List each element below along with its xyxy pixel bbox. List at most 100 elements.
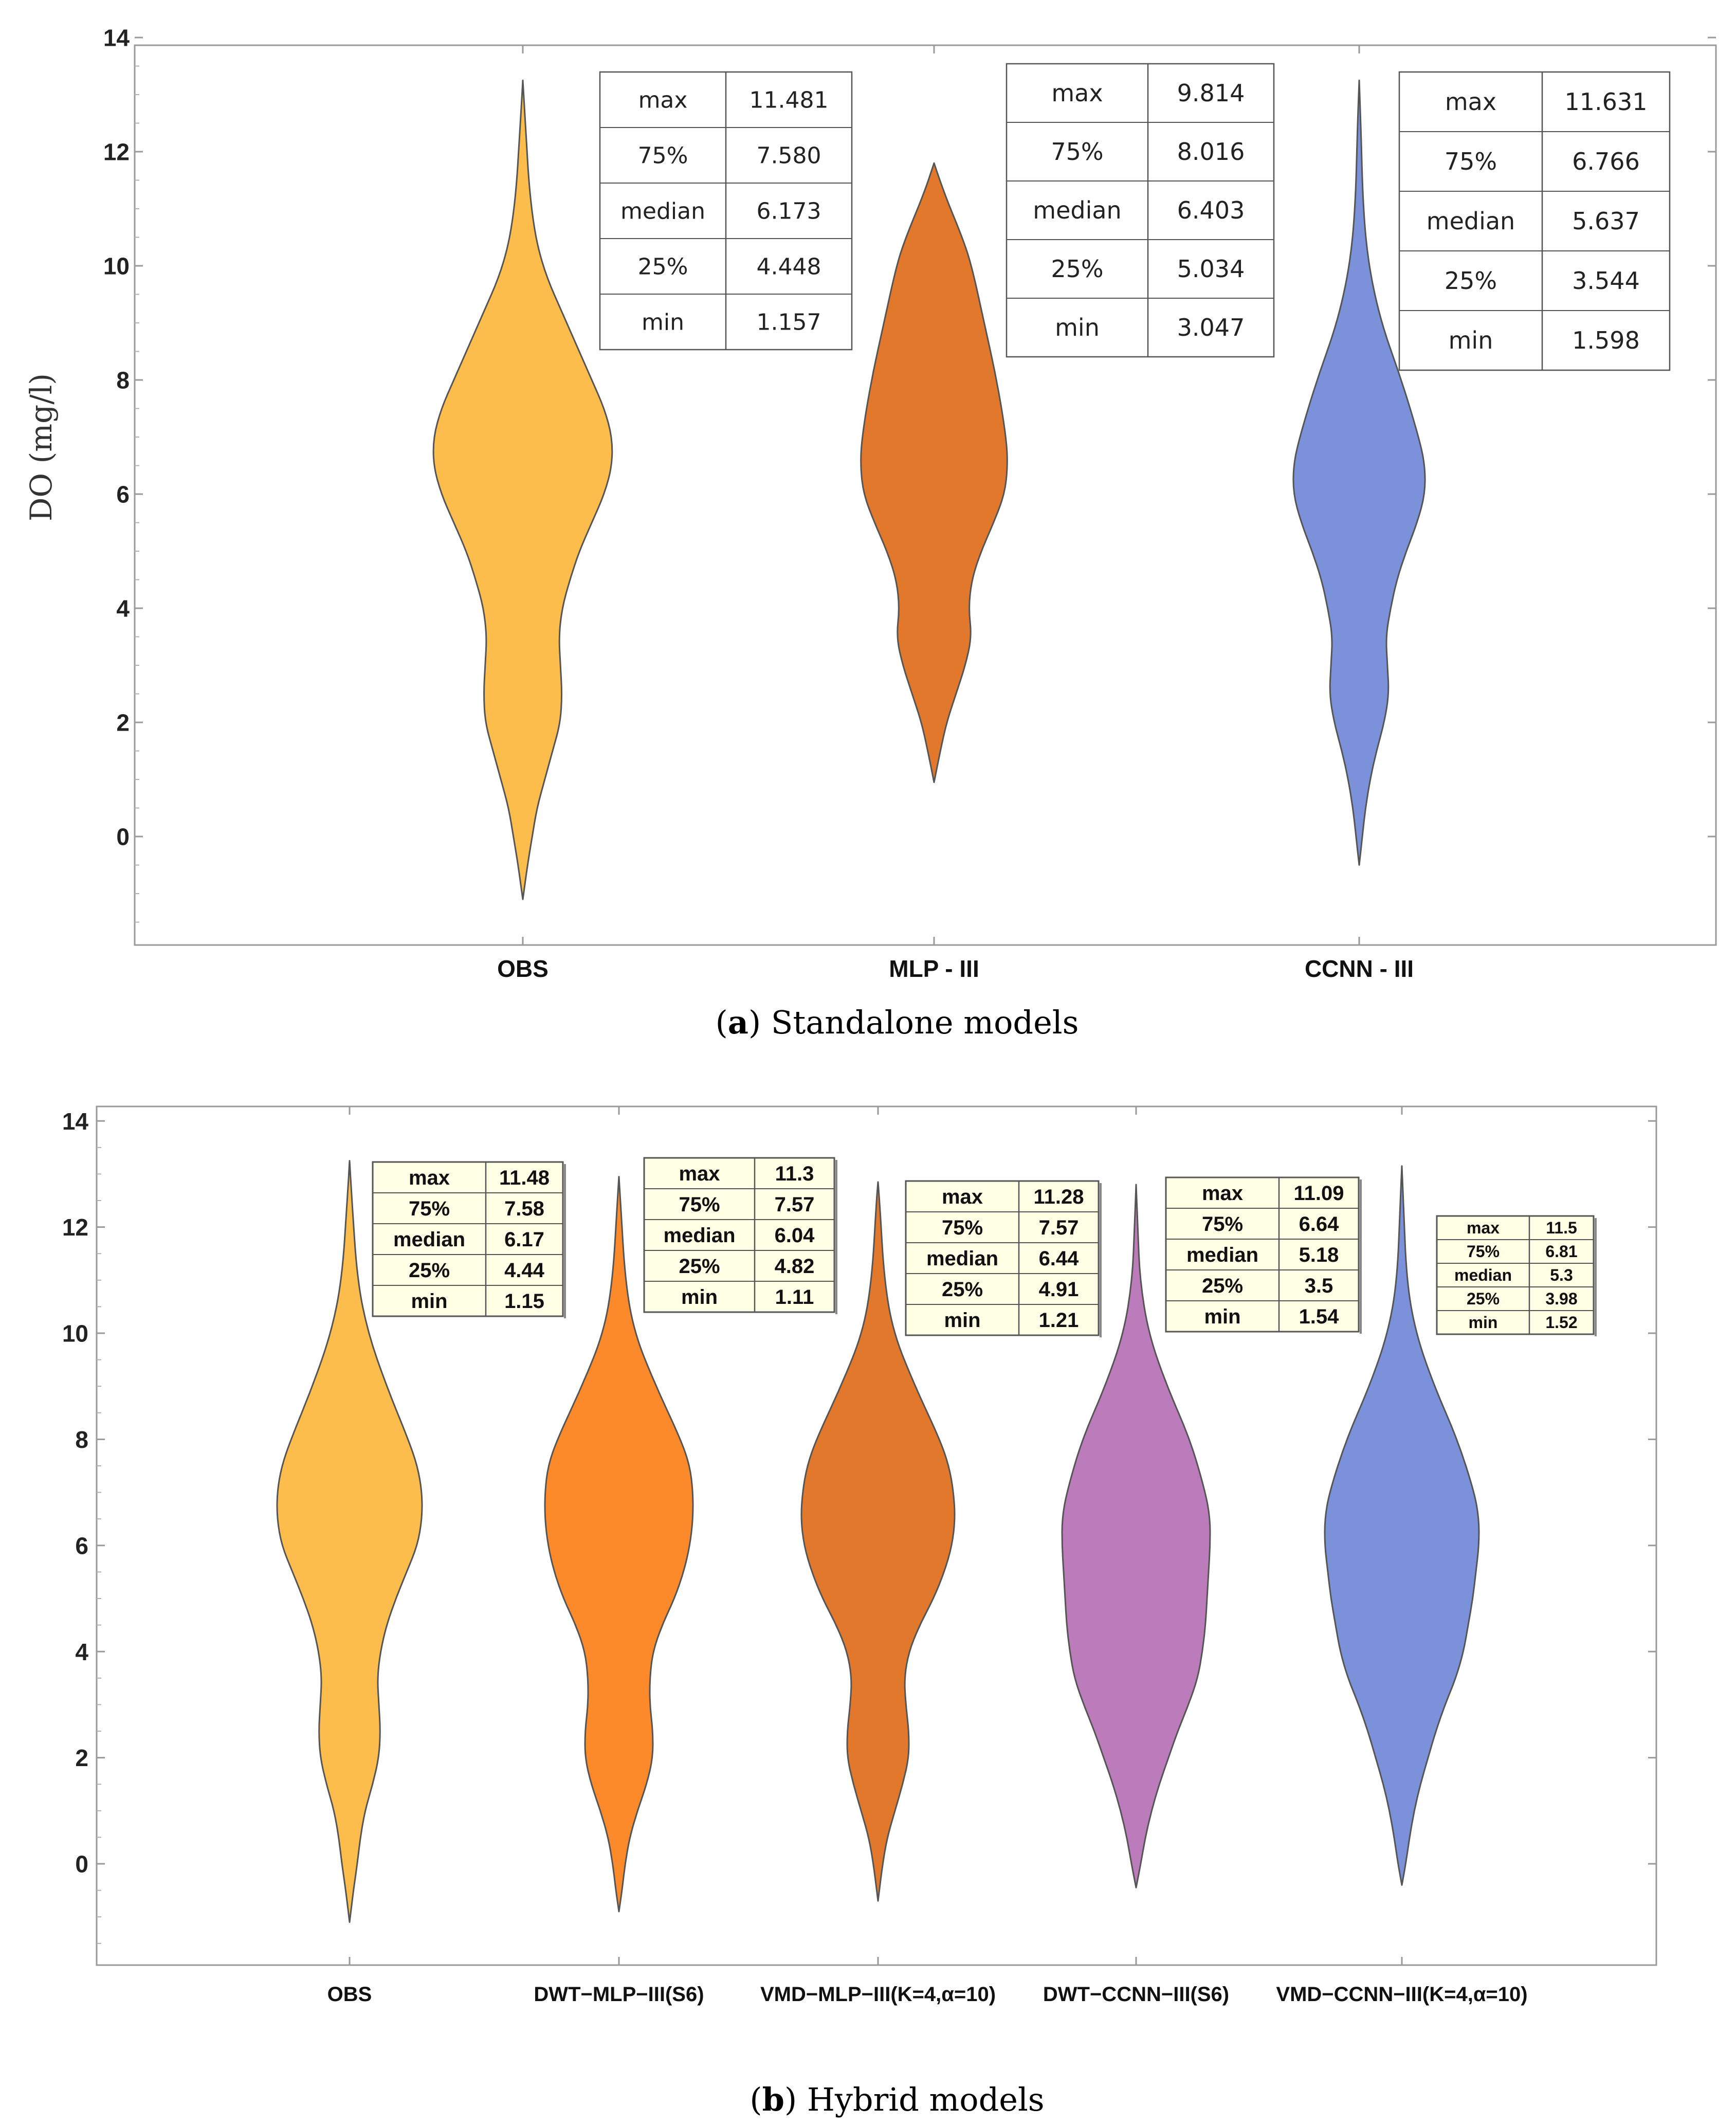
stats-value: 3.98 (1545, 1289, 1577, 1308)
stats-label: median (620, 198, 705, 224)
stats-value: 6.766 (1572, 148, 1640, 175)
x-category-label: CCNN - III (1305, 955, 1414, 982)
stats-label: max (1202, 1182, 1243, 1205)
stats-value: 1.52 (1545, 1313, 1577, 1332)
violin-1-2 (800, 1181, 956, 1902)
stats-value: 5.637 (1572, 207, 1640, 235)
stats-value: 4.448 (757, 253, 821, 280)
stats-table: max 11.5 75% 6.81 median 5.3 25% 3.98 min 1.52 (1436, 1215, 1597, 1336)
stats-value: 6.04 (775, 1224, 815, 1247)
y-tick-label: 12 (62, 1214, 88, 1241)
stats-label: 25% (1445, 267, 1497, 295)
y-tick-label: 10 (103, 253, 130, 280)
stats-value: 3.544 (1572, 267, 1640, 295)
x-category-label: OBS (327, 1983, 372, 2006)
violin-1-1 (544, 1176, 694, 1913)
stats-label: min (1055, 314, 1100, 341)
y-tick-label: 4 (75, 1639, 88, 1665)
stats-label: 75% (1051, 138, 1103, 166)
stats-label: median (1186, 1244, 1258, 1266)
violin-0-2 (1292, 79, 1426, 866)
stats-value: 11.28 (1034, 1186, 1084, 1208)
stats-value: 7.57 (1039, 1216, 1079, 1239)
stats-value: 11.3 (775, 1163, 814, 1185)
caption-text: ) Hybrid models (784, 2081, 1045, 2118)
stats-value: 11.48 (499, 1167, 550, 1189)
plot-frame (134, 44, 1717, 946)
stats-label: 75% (679, 1193, 720, 1216)
y-tick-label: 4 (116, 595, 130, 622)
violin-0-0 (432, 79, 613, 900)
stats-label: median (1427, 207, 1515, 235)
stats-table-box (1165, 1176, 1360, 1333)
stats-value: 6.17 (504, 1228, 544, 1251)
stats-value: 11.631 (1565, 88, 1648, 116)
stats-value: 6.81 (1545, 1242, 1577, 1261)
y-tick-label: 0 (75, 1851, 88, 1878)
stats-label: min (1469, 1313, 1498, 1332)
stats-value: 1.15 (504, 1290, 544, 1313)
stats-label: max (1467, 1219, 1500, 1237)
stats-table-box (372, 1161, 564, 1317)
stats-table: max 9.814 75% 8.016 median 6.403 25% 5.034 min 3.… (1006, 63, 1275, 358)
stats-label: median (926, 1247, 998, 1270)
stats-table: max 11.3 75% 7.57 median 6.04 25% 4.82 min 1.11 (643, 1157, 837, 1314)
stats-value: 6.403 (1177, 196, 1245, 224)
stats-label: median (393, 1228, 465, 1251)
stats-value: 7.57 (775, 1193, 815, 1216)
stats-value: 1.157 (757, 309, 821, 335)
stats-label: max (942, 1186, 983, 1208)
y-tick-label: 8 (116, 367, 130, 394)
stats-label: max (679, 1163, 720, 1185)
panel-b-hybrid-models: 0 2 4 6 8 10 12 14 OBS max 11.48 75% 7.58 median 6.17 2… (62, 1105, 1657, 2118)
stats-label: 75% (409, 1197, 450, 1220)
violin-1-0 (276, 1160, 423, 1923)
stats-value: 6.44 (1039, 1247, 1080, 1270)
x-category-label: DWT−CCNN−III(S6) (1043, 1983, 1229, 2006)
stats-value: 5.18 (1299, 1244, 1339, 1266)
stats-table: max 11.28 75% 7.57 median 6.44 25% 4.91 min 1.21 (905, 1180, 1102, 1337)
stats-label: 25% (1467, 1289, 1500, 1308)
stats-value: 4.44 (504, 1259, 545, 1282)
stats-value: 5.3 (1550, 1266, 1573, 1284)
stats-table-box (1436, 1215, 1595, 1335)
y-tick-label: 14 (62, 1108, 89, 1135)
stats-table-box (905, 1180, 1100, 1336)
stats-value: 1.11 (775, 1286, 814, 1309)
panel-a-standalone-models: 0 2 4 6 8 10 12 14 DO (mg/l) OBS max 11.481 75% 7.580… (24, 25, 1717, 1041)
stats-value: 11.5 (1546, 1219, 1577, 1237)
y-tick-label: 14 (103, 25, 130, 51)
stats-table: max 11.09 75% 6.64 median 5.18 25% 3.5 min 1.54 (1165, 1176, 1362, 1334)
y-tick-label: 12 (103, 139, 130, 166)
stats-value: 3.5 (1305, 1275, 1333, 1297)
stats-label: 25% (1202, 1275, 1243, 1297)
stats-value: 5.034 (1177, 255, 1245, 283)
stats-value: 7.580 (757, 142, 821, 169)
stats-value: 6.173 (757, 198, 821, 224)
y-tick-label: 10 (62, 1320, 88, 1347)
stats-value: 1.21 (1039, 1309, 1079, 1332)
stats-value: 11.09 (1294, 1182, 1344, 1205)
y-tick-label: 0 (116, 824, 130, 850)
stats-label: min (1449, 326, 1493, 354)
violin-0-1 (860, 162, 1008, 783)
panel-caption: (a) Standalone models (716, 1004, 1079, 1041)
stats-label: median (663, 1224, 735, 1247)
stats-value: 4.91 (1039, 1278, 1079, 1301)
y-tick-label: 8 (75, 1426, 88, 1453)
x-category-label: OBS (497, 955, 549, 982)
stats-table: max 11.481 75% 7.580 median 6.173 25% 4.448 min 1… (599, 71, 853, 351)
violin-1-3 (1061, 1184, 1211, 1888)
plot-frame (96, 1105, 1657, 1966)
y-tick-label: 2 (75, 1745, 88, 1771)
stats-value: 6.64 (1299, 1213, 1340, 1236)
stats-label: min (642, 309, 684, 335)
stats-value: 7.58 (504, 1197, 544, 1220)
stats-table-box (643, 1157, 835, 1313)
x-category-label: MLP - III (889, 955, 979, 982)
stats-label: max (1445, 88, 1496, 116)
stats-table-box (1006, 63, 1275, 358)
stats-label: 75% (1445, 148, 1497, 175)
stats-value: 4.82 (775, 1255, 815, 1278)
